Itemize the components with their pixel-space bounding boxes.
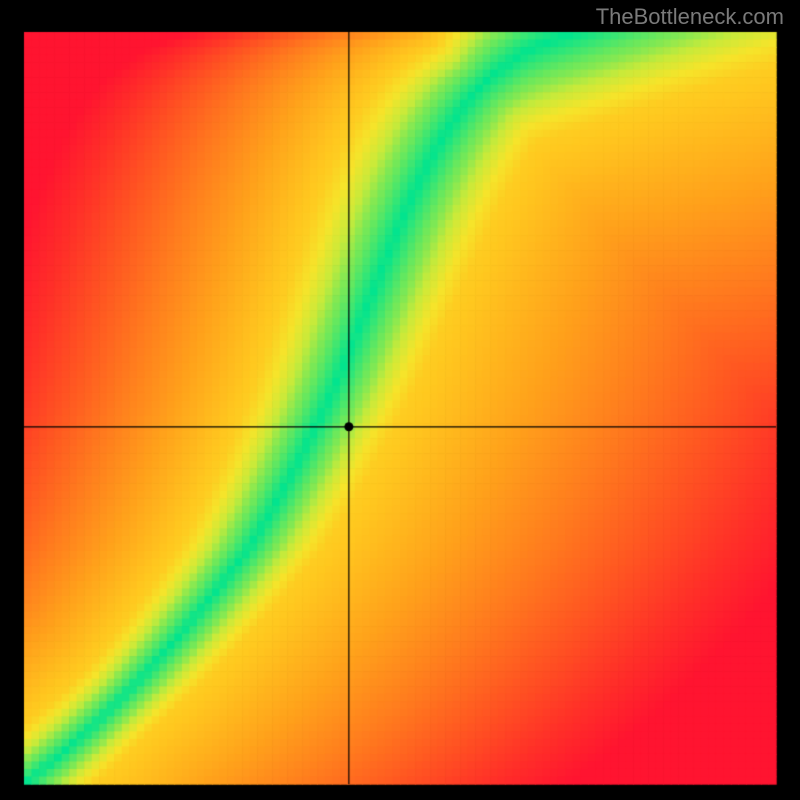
chart-container: TheBottleneck.com — [0, 0, 800, 800]
watermark-label: TheBottleneck.com — [596, 4, 784, 30]
bottleneck-heatmap — [0, 0, 800, 800]
